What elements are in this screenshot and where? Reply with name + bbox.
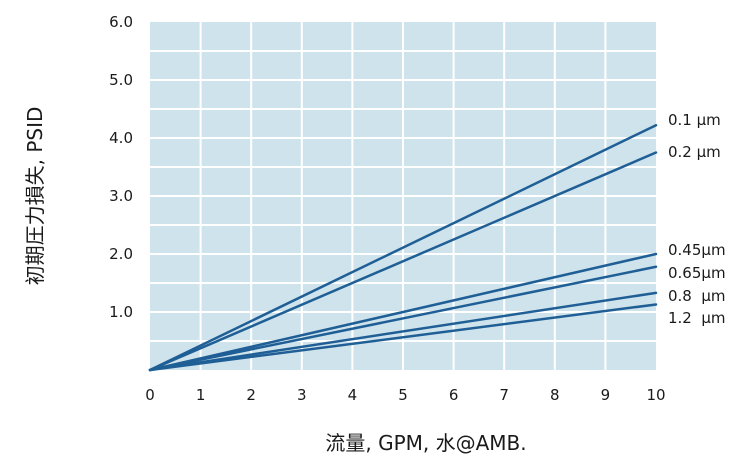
y-axis-label: 初期圧力損失, PSID: [23, 107, 47, 286]
series-label: 0.45µm: [668, 241, 726, 259]
x-tick-label: 4: [348, 386, 358, 404]
series-label: 0.8 µm: [668, 287, 726, 305]
x-tick-label: 7: [499, 386, 509, 404]
series-label: 0.1 µm: [668, 111, 721, 129]
series-label: 0.2 µm: [668, 143, 721, 161]
y-axis-ticks: 1.0 2.0 3.0 4.0 5.0 6.0: [109, 13, 133, 321]
x-tick-label: 1: [196, 386, 206, 404]
series-line: [148, 265, 658, 372]
x-axis-ticks: 0 1 2 3 4 5 6 7 8 9 10: [145, 386, 665, 404]
series-line: [148, 303, 658, 372]
x-tick-label: 9: [601, 386, 611, 404]
series-line: [148, 123, 658, 372]
series-line: [148, 252, 658, 372]
series-labels: 0.1 µm 0.2 µm 0.45µm 0.65µm 0.8 µm 1.2 µm: [668, 111, 726, 327]
series-group: [148, 123, 658, 372]
y-tick-label: 3.0: [109, 187, 133, 205]
series-line: [148, 291, 658, 372]
x-tick-label: 0: [145, 386, 155, 404]
x-tick-label: 6: [449, 386, 459, 404]
x-tick-label: 3: [297, 386, 307, 404]
y-tick-label: 1.0: [109, 303, 133, 321]
x-tick-label: 10: [646, 386, 665, 404]
y-tick-label: 4.0: [109, 129, 133, 147]
x-axis-label: 流量, GPM, 水@AMB.: [325, 431, 526, 455]
x-tick-label: 5: [398, 386, 408, 404]
series-line: [148, 151, 658, 372]
series-label: 0.65µm: [668, 264, 726, 282]
y-tick-label: 6.0: [109, 13, 133, 31]
y-tick-label: 2.0: [109, 245, 133, 263]
series-label: 1.2 µm: [668, 309, 726, 327]
y-tick-label: 5.0: [109, 71, 133, 89]
x-tick-label: 2: [246, 386, 256, 404]
x-tick-label: 8: [550, 386, 560, 404]
